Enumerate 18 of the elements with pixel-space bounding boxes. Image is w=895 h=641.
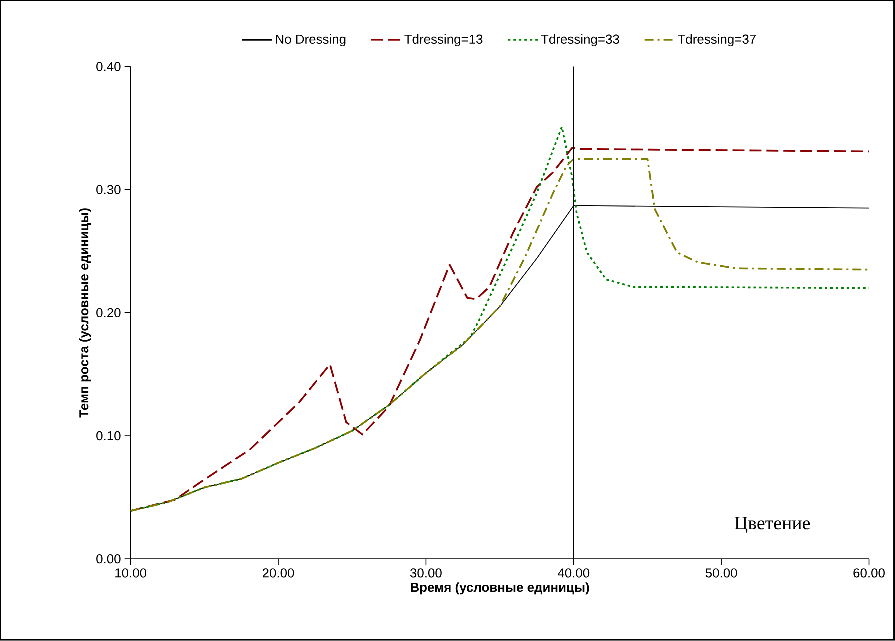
x-axis-title: Время (условные единицы) (411, 582, 590, 595)
y-tick-label: 0.00 (96, 554, 121, 564)
legend-label: No Dressing (276, 34, 346, 47)
x-tick-label: 50.00 (706, 568, 738, 578)
x-tick-label: 10.00 (116, 568, 147, 578)
y-tick-label: 0.10 (96, 431, 121, 441)
x-tick-label: 30.00 (410, 568, 442, 578)
legend-label: Tdressing=37 (678, 34, 756, 47)
legend-label: Tdressing=33 (541, 34, 620, 47)
x-tick-label: 60.00 (854, 568, 885, 578)
legend-label: Tdressing=13 (404, 34, 483, 47)
y-axis-title: Темп роста (условные единицы) (79, 208, 92, 418)
y-tick-label: 0.30 (96, 185, 121, 194)
x-tick-label: 20.00 (262, 568, 294, 578)
y-tick-label: 0.20 (96, 308, 121, 318)
y-tick-label: 0.40 (96, 62, 121, 72)
x-tick-label: 40.00 (558, 568, 590, 578)
annotation: Цветение (734, 517, 810, 534)
